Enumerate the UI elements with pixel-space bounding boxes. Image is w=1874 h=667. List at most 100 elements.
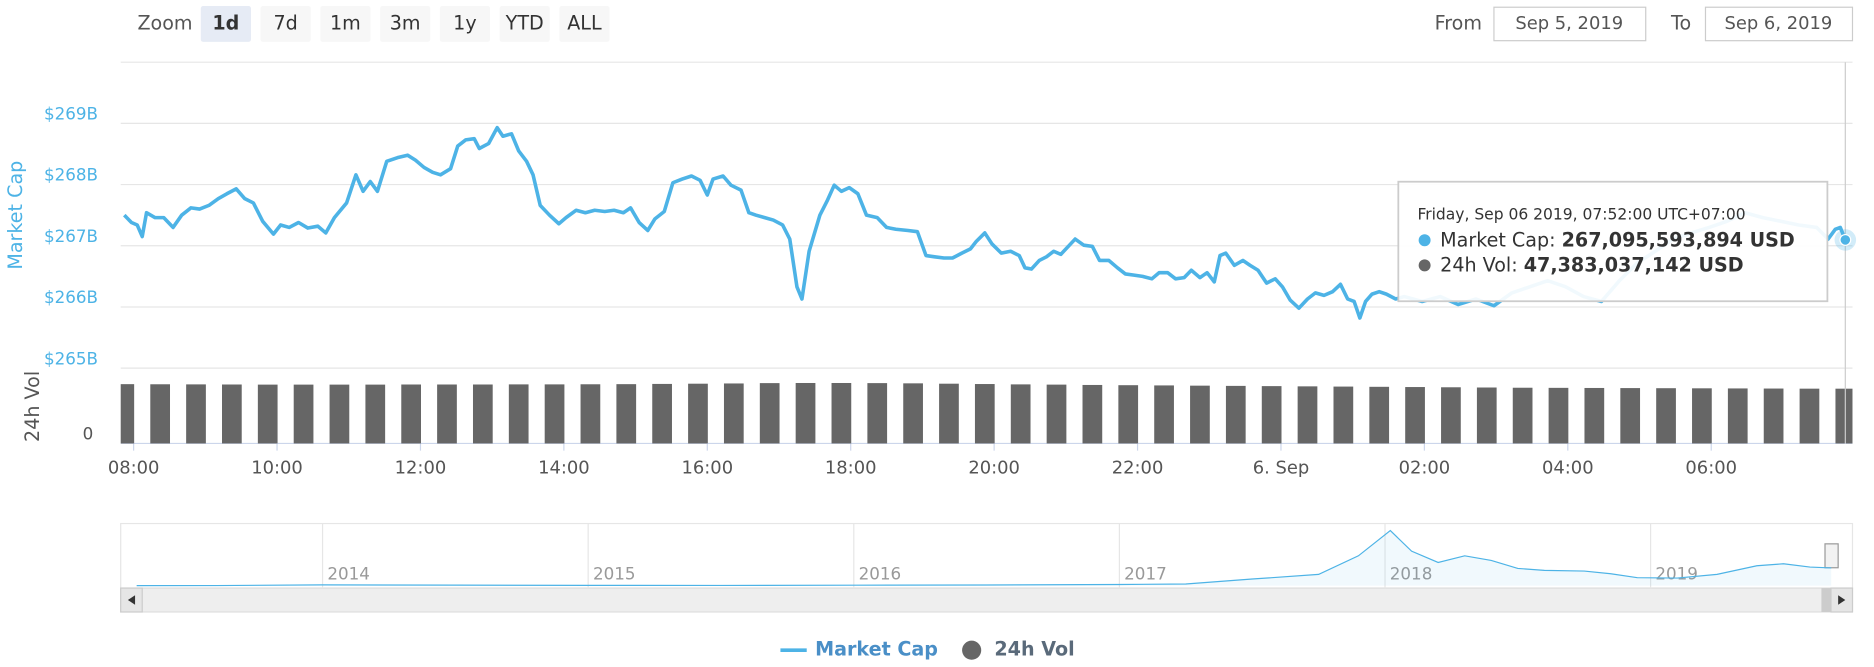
legend-label[interactable]: Market Cap (815, 638, 938, 661)
scrollbar[interactable] (120, 587, 1854, 613)
x-tick-label: 10:00 (251, 458, 303, 479)
navigator-area (136, 530, 1832, 586)
zoom-button-label: YTD (505, 11, 544, 34)
tooltip-row-label: 24h Vol: (1440, 253, 1518, 276)
y-tick-label: $269B (44, 104, 98, 124)
x-tick-label: 12:00 (395, 458, 447, 479)
x-tick-label: 20:00 (968, 458, 1020, 479)
volume-bar (508, 384, 529, 444)
volume-bar (1333, 386, 1354, 444)
navigator-tick-label: 2015 (593, 563, 636, 583)
volume-bar (186, 384, 206, 444)
zoom-button[interactable] (320, 6, 371, 42)
zoom-button[interactable] (380, 6, 431, 42)
scroll-thumb[interactable] (1821, 588, 1833, 612)
volume-bar (1297, 386, 1318, 444)
volume-bar (1584, 387, 1605, 444)
navigator-handle[interactable] (1824, 543, 1839, 569)
volume-bar (1082, 384, 1103, 444)
volume-bar (723, 383, 744, 444)
volume-bar (795, 382, 816, 444)
tooltip-row-value: 267,095,593,894 USD (1562, 228, 1795, 251)
volume-bar (329, 384, 350, 444)
zoom-button-label: ALL (567, 11, 602, 34)
volume-bar (1727, 388, 1748, 444)
volume-bar (1190, 385, 1210, 444)
x-tick-label: 08:00 (108, 458, 160, 479)
tooltip: Friday, Sep 06 2019, 07:52:00 UTC+07:00 M… (1397, 180, 1829, 303)
tooltip-row-label: Market Cap: (1440, 228, 1555, 251)
hover-marker (1839, 233, 1852, 246)
navigator-tick-label: 2018 (1390, 563, 1433, 583)
y-tick-label: $265B (44, 348, 98, 368)
x-tick-label: 6. Sep (1253, 458, 1310, 479)
volume-bar (831, 382, 852, 444)
from-input[interactable] (1493, 6, 1647, 42)
x-tick-label: 14:00 (538, 458, 590, 479)
legend-label[interactable]: 24h Vol (994, 638, 1074, 661)
zoom-button-label: 3m (390, 11, 421, 34)
navigator-tick-label: 2014 (327, 563, 370, 583)
to-label: To (1670, 11, 1691, 34)
navigator-line (136, 529, 1832, 587)
zoom-button[interactable] (260, 6, 311, 42)
y-tick-label: $267B (44, 226, 98, 246)
zoom-button-label: 1y (453, 11, 476, 34)
x-tick-label: 04:00 (1542, 458, 1594, 479)
volume-bar (1476, 387, 1497, 444)
y-axis-title: Market Cap (4, 161, 27, 270)
zoom-button[interactable] (439, 6, 491, 42)
volume-bar (1512, 387, 1533, 444)
tooltip-date: Friday, Sep 06 2019, 07:52:00 UTC+07:00 (1417, 206, 1745, 224)
tooltip-row: Market Cap: 267,095,593,894 USD (1440, 228, 1795, 251)
x-tick-label: 18:00 (825, 458, 877, 479)
volume-bar (759, 383, 780, 444)
y-tick-label: $268B (44, 165, 98, 185)
volume-bar (903, 383, 923, 444)
tooltip-box (1397, 180, 1829, 303)
volume-bar (867, 383, 888, 444)
navigator-tick-label: 2016 (859, 563, 902, 583)
volume-bar (1225, 385, 1246, 444)
zoom-button-label: 1m (330, 11, 361, 34)
volume-bar (401, 384, 421, 444)
zoom-button[interactable] (559, 6, 610, 42)
volume-bar (544, 384, 565, 444)
tooltip-dot (1418, 259, 1431, 272)
volume-bar (1010, 384, 1031, 444)
zoom-button-label: 1d (212, 11, 239, 34)
volume-bar (688, 383, 708, 444)
y2-tick-label: 0 (83, 424, 94, 444)
volume-bar (1118, 385, 1139, 444)
legend-symbol[interactable] (962, 640, 982, 660)
from-label: From (1435, 11, 1482, 34)
arrow-left (127, 595, 136, 605)
volume-bar (1799, 388, 1820, 444)
volume-bar (1154, 385, 1174, 444)
volume-bar (974, 384, 995, 444)
zoom-button[interactable] (499, 6, 550, 42)
volume-bar (1835, 388, 1853, 444)
volume-bar (1405, 387, 1425, 444)
market-cap-line (123, 125, 1847, 320)
x-tick-label: 06:00 (1685, 458, 1737, 479)
zoom-button[interactable] (200, 6, 251, 42)
tooltip-row: 24h Vol: 47,383,037,142 USD (1440, 253, 1743, 276)
volume-bar (257, 384, 278, 444)
volume-bar (221, 384, 242, 444)
volume-bar (1620, 388, 1641, 444)
y-tick-label: $266B (44, 287, 98, 307)
volume-bar (1261, 386, 1282, 444)
volume-bar (472, 384, 493, 444)
y2-axis-title: 24h Vol (21, 371, 44, 442)
volume-bar (939, 383, 959, 444)
volume-bar (1046, 384, 1067, 444)
to-input[interactable] (1704, 6, 1854, 42)
volume-bar (365, 384, 386, 444)
volume-bar (616, 384, 637, 444)
zoom-button-label: 7d (273, 11, 297, 34)
volume-bar (150, 384, 171, 444)
